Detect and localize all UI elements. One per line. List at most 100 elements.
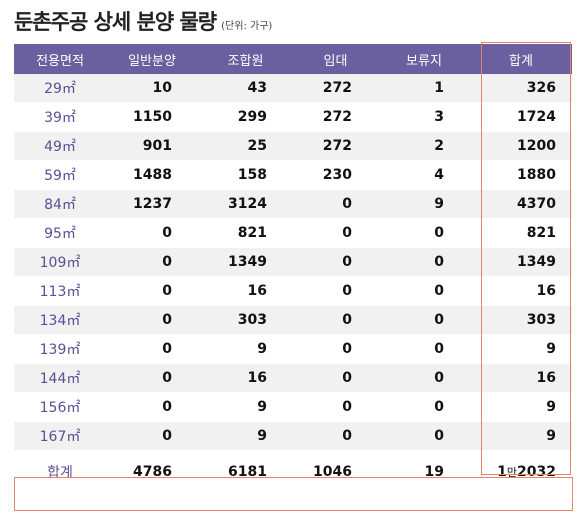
table-row: 95㎡ 0 821 0 0 821 xyxy=(14,218,572,248)
row-area: 95㎡ xyxy=(14,218,106,248)
row-members: 9 xyxy=(198,421,293,451)
table-row: 139㎡ 0 9 0 0 9 xyxy=(14,334,572,364)
row-reserved: 0 xyxy=(378,363,470,393)
spacer-row xyxy=(14,450,572,457)
row-area: 113㎡ xyxy=(14,276,106,306)
table-row: 84㎡ 1237 3124 0 9 4370 xyxy=(14,189,572,219)
row-total: 9 xyxy=(470,421,572,451)
row-general: 0 xyxy=(106,305,198,335)
row-reserved: 0 xyxy=(378,276,470,306)
table-row: 156㎡ 0 9 0 0 9 xyxy=(14,392,572,422)
row-rental: 0 xyxy=(293,218,378,248)
table-row: 144㎡ 0 16 0 0 16 xyxy=(14,363,572,393)
row-reserved: 4 xyxy=(378,160,470,190)
row-total: 303 xyxy=(470,305,572,335)
row-total: 1200 xyxy=(470,131,572,161)
row-general: 0 xyxy=(106,392,198,422)
row-rental: 0 xyxy=(293,392,378,422)
row-general: 1150 xyxy=(106,102,198,132)
row-general: 0 xyxy=(106,334,198,364)
page-title: 둔촌주공 상세 분양 물량 xyxy=(14,10,217,34)
row-area: 84㎡ xyxy=(14,189,106,219)
table-row: 134㎡ 0 303 0 0 303 xyxy=(14,305,572,335)
row-reserved: 2 xyxy=(378,131,470,161)
row-rental: 0 xyxy=(293,247,378,277)
row-reserved: 9 xyxy=(378,189,470,219)
spacer-cell xyxy=(14,450,572,457)
row-area: 109㎡ xyxy=(14,247,106,277)
row-general: 1488 xyxy=(106,160,198,190)
row-reserved: 0 xyxy=(378,305,470,335)
row-rental: 230 xyxy=(293,160,378,190)
row-members: 9 xyxy=(198,392,293,422)
row-members: 9 xyxy=(198,334,293,364)
row-reserved: 0 xyxy=(378,247,470,277)
row-members: 158 xyxy=(198,160,293,190)
row-rental: 272 xyxy=(293,74,378,103)
grand-total-prefix: 1 xyxy=(497,464,507,480)
header-total: 합계 xyxy=(470,44,572,74)
row-rental: 0 xyxy=(293,363,378,393)
table-row: 59㎡ 1488 158 230 4 1880 xyxy=(14,160,572,190)
table-body: 29㎡ 10 43 272 1 326 39㎡ 1150 299 272 3 1724 49㎡ 901 25… xyxy=(14,74,572,451)
row-total: 326 xyxy=(470,74,572,103)
grand-total: 1만2032 xyxy=(470,456,572,488)
grand-total-suffix: 2032 xyxy=(517,464,556,480)
row-total: 16 xyxy=(470,276,572,306)
row-rental: 0 xyxy=(293,334,378,364)
row-area: 59㎡ xyxy=(14,160,106,190)
row-total: 9 xyxy=(470,334,572,364)
header-reserved: 보류지 xyxy=(378,44,470,74)
row-area: 139㎡ xyxy=(14,334,106,364)
row-members: 16 xyxy=(198,363,293,393)
total-reserved: 19 xyxy=(378,456,470,488)
header-general: 일반분양 xyxy=(106,44,198,74)
unit-note: (단위: 가구) xyxy=(221,21,273,32)
row-total: 821 xyxy=(470,218,572,248)
row-members: 299 xyxy=(198,102,293,132)
row-members: 3124 xyxy=(198,189,293,219)
row-reserved: 3 xyxy=(378,102,470,132)
row-area: 29㎡ xyxy=(14,74,106,103)
table-row: 109㎡ 0 1349 0 0 1349 xyxy=(14,247,572,277)
row-members: 25 xyxy=(198,131,293,161)
row-general: 0 xyxy=(106,247,198,277)
table-row: 39㎡ 1150 299 272 3 1724 xyxy=(14,102,572,132)
row-area: 39㎡ xyxy=(14,102,106,132)
row-rental: 0 xyxy=(293,276,378,306)
row-reserved: 0 xyxy=(378,334,470,364)
row-rental: 0 xyxy=(293,421,378,451)
row-general: 0 xyxy=(106,218,198,248)
table-row: 29㎡ 10 43 272 1 326 xyxy=(14,74,572,103)
header-area: 전용면적 xyxy=(14,44,106,74)
row-total: 9 xyxy=(470,392,572,422)
grand-total-unit: 만 xyxy=(506,466,518,479)
row-area: 156㎡ xyxy=(14,392,106,422)
row-rental: 0 xyxy=(293,189,378,219)
total-members: 6181 xyxy=(198,456,293,488)
table-row: 113㎡ 0 16 0 0 16 xyxy=(14,276,572,306)
row-general: 0 xyxy=(106,276,198,306)
row-rental: 272 xyxy=(293,131,378,161)
row-area: 49㎡ xyxy=(14,131,106,161)
row-members: 303 xyxy=(198,305,293,335)
header-row: 전용면적 일반분양 조합원 임대 보류지 합계 xyxy=(14,44,572,74)
total-row: 합계 4786 6181 1046 19 1만2032 xyxy=(14,456,572,488)
total-general: 4786 xyxy=(106,456,198,488)
row-total: 1880 xyxy=(470,160,572,190)
row-reserved: 0 xyxy=(378,392,470,422)
row-general: 0 xyxy=(106,421,198,451)
row-rental: 0 xyxy=(293,305,378,335)
row-total: 16 xyxy=(470,363,572,393)
row-total: 1724 xyxy=(470,102,572,132)
row-area: 167㎡ xyxy=(14,421,106,451)
row-total: 4370 xyxy=(470,189,572,219)
row-rental: 272 xyxy=(293,102,378,132)
row-members: 1349 xyxy=(198,247,293,277)
row-members: 43 xyxy=(198,74,293,103)
table-row: 167㎡ 0 9 0 0 9 xyxy=(14,421,572,451)
total-label: 합계 xyxy=(14,456,106,488)
row-total: 1349 xyxy=(470,247,572,277)
row-general: 10 xyxy=(106,74,198,103)
header-members: 조합원 xyxy=(198,44,293,74)
